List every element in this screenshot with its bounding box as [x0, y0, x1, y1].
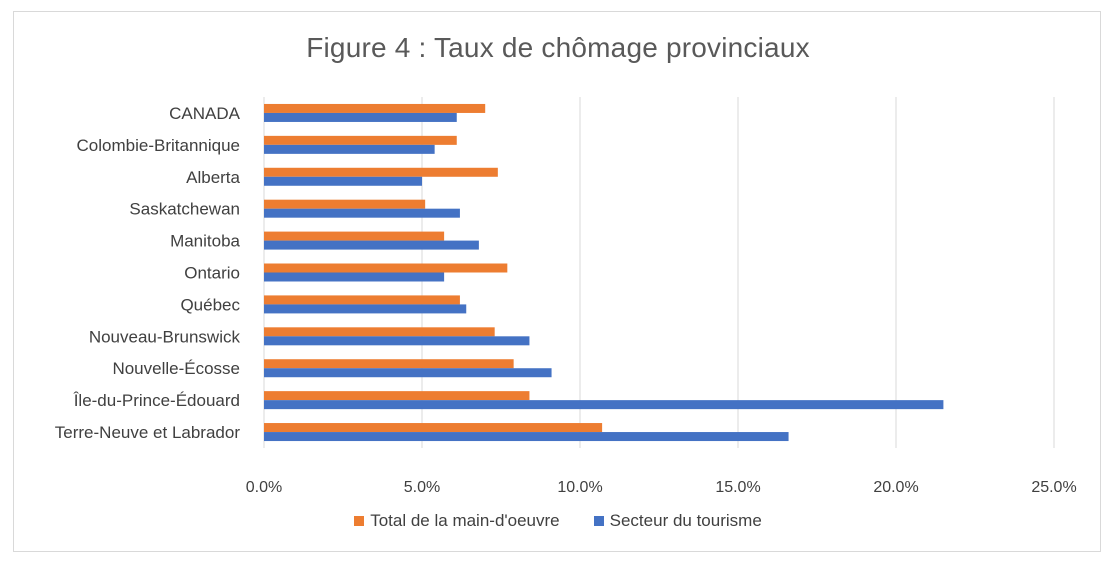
legend-item-tourism: Secteur du tourisme [593, 511, 762, 531]
bar-tourism [264, 272, 445, 282]
category-label: Ontario [184, 264, 240, 283]
bar-tourism [264, 304, 467, 314]
x-tick-label: 5.0% [404, 479, 440, 496]
bar-tourism [264, 112, 457, 122]
category-label: Nouveau-Brunswick [89, 327, 241, 346]
x-tick-label: 20.0% [873, 479, 918, 496]
bar-total [264, 327, 495, 337]
x-tick-label: 15.0% [715, 479, 760, 496]
bar-total [264, 391, 530, 401]
category-label: Alberta [186, 168, 240, 187]
bar-tourism [264, 240, 479, 250]
legend-swatch-total [354, 516, 365, 526]
bar-tourism [264, 176, 422, 186]
category-label: Terre-Neuve et Labrador [55, 423, 241, 442]
category-label: CANADA [169, 104, 241, 123]
bar-tourism [264, 208, 460, 218]
category-label: Île-du-Prince-Édouard [73, 391, 240, 410]
bar-total [264, 167, 498, 177]
legend-swatch-tourism [593, 516, 604, 526]
x-tick-label: 25.0% [1031, 479, 1076, 496]
bar-total [264, 135, 457, 145]
bar-total [264, 103, 486, 113]
bar-total [264, 263, 508, 273]
x-tick-label: 10.0% [557, 479, 602, 496]
category-label: Colombie-Britannique [77, 136, 240, 155]
legend-label-total: Total de la main-d'oeuvre [370, 511, 560, 530]
bar-tourism [264, 400, 944, 410]
bar-total [264, 199, 426, 209]
bar-total [264, 359, 514, 369]
legend-label-tourism: Secteur du tourisme [609, 511, 762, 530]
legend-item-total: Total de la main-d'oeuvre [354, 511, 560, 531]
bar-tourism [264, 144, 435, 154]
chart-frame: Figure 4 : Taux de chômage provinciaux C… [13, 11, 1101, 552]
bar-tourism [264, 368, 552, 378]
bar-chart: CANADA Colombie-Britannique Alberta Saskatc… [55, 97, 1077, 496]
chart-title: Figure 4 : Taux de chômage provinciaux [306, 32, 810, 63]
category-label: Saskatchewan [129, 200, 240, 219]
bar-total [264, 295, 460, 305]
bar-total [264, 423, 603, 433]
category-label: Nouvelle-Écosse [112, 359, 240, 378]
category-label: Manitoba [170, 232, 240, 251]
bar-tourism [264, 336, 530, 346]
x-tick-label: 0.0% [246, 479, 282, 496]
category-label: Québec [180, 295, 240, 314]
legend: Total de la main-d'oeuvre Secteur du tou… [14, 511, 1102, 531]
bar-tourism [264, 432, 789, 442]
bar-total [264, 231, 445, 241]
